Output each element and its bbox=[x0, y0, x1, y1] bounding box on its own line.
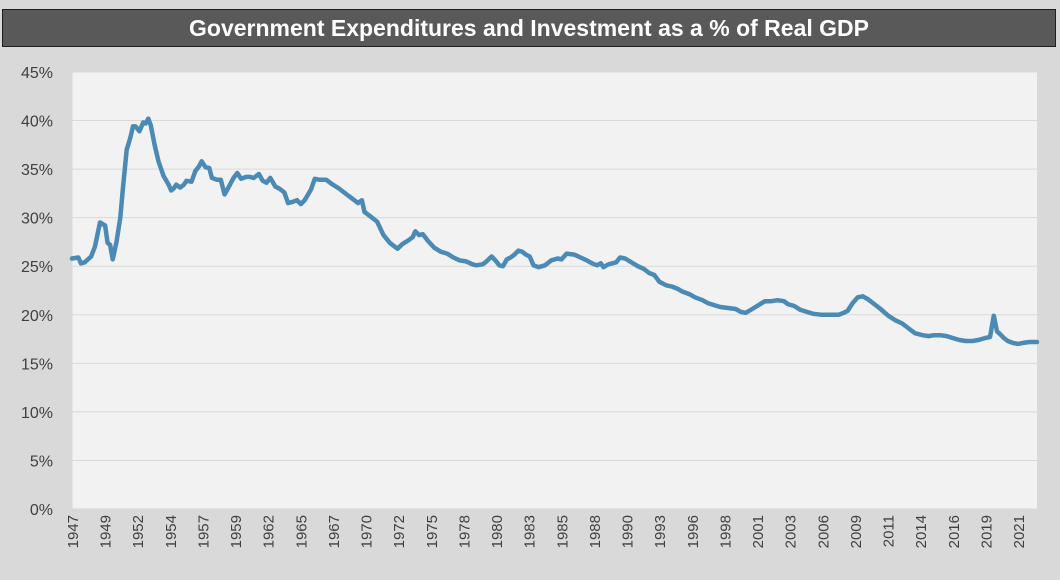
x-tick-label: 1983 bbox=[522, 515, 539, 548]
chart-title-bar: Government Expenditures and Investment a… bbox=[2, 9, 1056, 47]
x-tick-label: 1970 bbox=[359, 515, 376, 548]
x-tick-label: 1957 bbox=[195, 515, 212, 548]
x-tick-label: 1990 bbox=[620, 515, 637, 548]
x-tick-label: 1978 bbox=[456, 515, 473, 548]
x-tick-label: 2006 bbox=[815, 515, 832, 548]
y-tick-label: 45% bbox=[21, 65, 53, 82]
x-tick-label: 1962 bbox=[261, 515, 278, 548]
chart-title: Government Expenditures and Investment a… bbox=[189, 14, 869, 41]
x-tick-label: 1975 bbox=[424, 515, 441, 548]
y-tick-label: 30% bbox=[21, 211, 53, 228]
y-tick-label: 15% bbox=[21, 356, 53, 373]
x-tick-label: 1947 bbox=[65, 515, 82, 548]
x-tick-label: 1949 bbox=[98, 515, 115, 548]
y-tick-label: 35% bbox=[21, 162, 53, 179]
y-tick-label: 20% bbox=[21, 308, 53, 325]
x-tick-label: 1952 bbox=[130, 515, 147, 548]
x-tick-label: 1972 bbox=[391, 515, 408, 548]
series-line bbox=[69, 116, 1040, 347]
x-axis-labels: 1947 1949 1952 1954 1957 1959 1962 1965 1967 1970… bbox=[65, 515, 1028, 548]
x-tick-label: 1959 bbox=[228, 515, 245, 548]
x-tick-label: 1967 bbox=[326, 515, 343, 548]
x-tick-label: 2001 bbox=[750, 515, 767, 548]
y-axis-labels: 0% 5% 10% 15% 20% 25% 30% 35% 40% 45% bbox=[21, 65, 53, 519]
y-tick-label: 0% bbox=[30, 502, 53, 519]
x-tick-label: 2021 bbox=[1011, 515, 1028, 548]
x-tick-label: 1980 bbox=[489, 515, 506, 548]
x-tick-label: 1988 bbox=[587, 515, 604, 548]
x-tick-label: 1954 bbox=[163, 515, 180, 548]
x-tick-label: 2014 bbox=[913, 515, 930, 548]
y-tick-label: 5% bbox=[30, 453, 53, 470]
y-tick-label: 40% bbox=[21, 114, 53, 131]
plot-area bbox=[72, 72, 1037, 509]
x-tick-label: 2016 bbox=[946, 515, 963, 548]
x-tick-label: 2009 bbox=[848, 515, 865, 548]
y-tick-label: 25% bbox=[21, 259, 53, 276]
x-tick-label: 2003 bbox=[783, 515, 800, 548]
x-tick-label: 1993 bbox=[652, 515, 669, 548]
y-tick-label: 10% bbox=[21, 405, 53, 422]
x-tick-label: 1998 bbox=[717, 515, 734, 548]
x-tick-label: 1996 bbox=[685, 515, 702, 548]
gridlines bbox=[71, 71, 1037, 510]
x-tick-label: 1965 bbox=[293, 515, 310, 548]
x-tick-label: 1985 bbox=[554, 515, 571, 548]
x-tick-label: 2019 bbox=[978, 515, 995, 548]
x-tick-label: 2011 bbox=[881, 515, 898, 547]
